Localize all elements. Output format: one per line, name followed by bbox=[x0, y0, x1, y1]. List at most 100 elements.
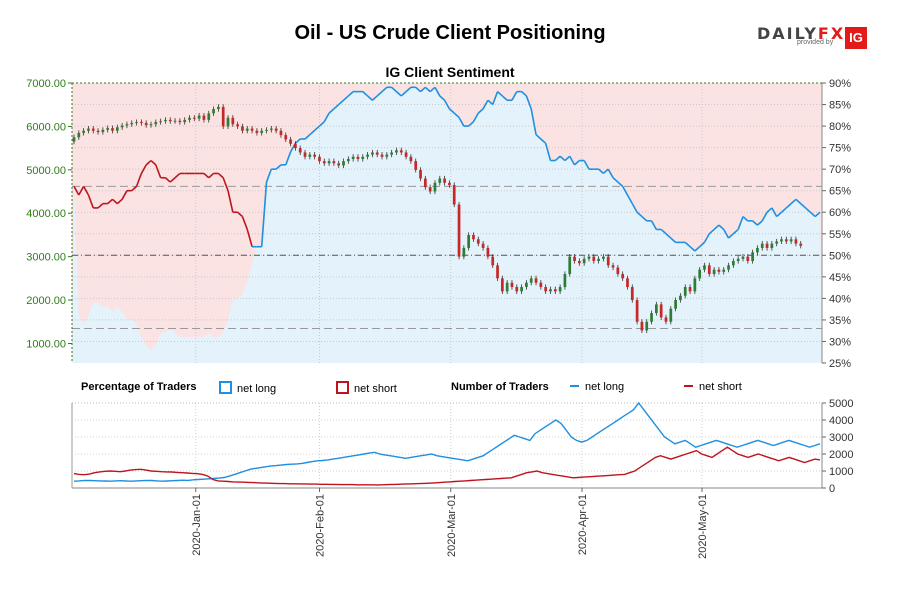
dailyfx-wordmark: DAILYFX bbox=[757, 24, 846, 43]
net-long-pct-segment bbox=[419, 86, 426, 93]
price-candle bbox=[313, 154, 317, 157]
price-candle bbox=[385, 154, 389, 157]
pct-tick-label: 30% bbox=[829, 336, 851, 348]
net-long-pct-segment bbox=[641, 215, 648, 222]
net-long-pct-segment bbox=[530, 108, 537, 135]
net-long-pct-segment bbox=[665, 233, 672, 239]
net-long-pct-segment bbox=[468, 121, 475, 127]
price-candle bbox=[553, 289, 557, 292]
date-tick-label: 2020-Jan-01 bbox=[191, 494, 203, 556]
price-candle bbox=[486, 247, 490, 257]
net-long-pct-segment bbox=[805, 207, 811, 213]
net-short-pct-segment bbox=[107, 198, 114, 205]
price-candle bbox=[452, 185, 456, 205]
price-candle bbox=[399, 150, 403, 153]
price-candle bbox=[419, 169, 422, 179]
price-candle bbox=[390, 152, 394, 155]
price-tick-label: 1000.00 bbox=[26, 338, 66, 350]
pct-tick-label: 55% bbox=[829, 229, 851, 241]
net-long-pct-segment bbox=[814, 211, 821, 218]
price-candle bbox=[780, 239, 783, 242]
net-short-pct-segment bbox=[237, 211, 243, 218]
price-candle bbox=[491, 256, 495, 266]
net-long-pct-segment bbox=[376, 91, 383, 97]
price-candle bbox=[322, 161, 326, 164]
price-candle bbox=[130, 122, 134, 125]
price-candle bbox=[404, 152, 408, 157]
net-long-pct-segment bbox=[265, 168, 273, 183]
net-short-pct-segment bbox=[222, 177, 229, 191]
net-short-count-line bbox=[73, 446, 821, 486]
price-candle bbox=[669, 308, 673, 322]
price-candle bbox=[640, 321, 644, 331]
net-long-pct-segment bbox=[367, 95, 373, 101]
price-candle bbox=[101, 129, 105, 133]
price-candle bbox=[621, 274, 625, 279]
count-tick-label: 5000 bbox=[829, 398, 853, 410]
net-long-pct-segment bbox=[362, 91, 369, 97]
net-short-pct-segment bbox=[121, 190, 128, 200]
net-long-pct-segment bbox=[761, 211, 768, 222]
price-candle bbox=[106, 128, 110, 130]
legend-pct-label: Percentage of Traders bbox=[81, 381, 197, 393]
net-long-pct-segment bbox=[338, 99, 345, 106]
net-short-pct-segment bbox=[164, 177, 171, 183]
net-short-pct-segment bbox=[150, 159, 157, 166]
count-tick-label: 4000 bbox=[829, 415, 853, 427]
net-long-pct-segment bbox=[602, 168, 609, 175]
legend-pct-net-long: net long bbox=[219, 381, 276, 395]
net-long-pct-segment bbox=[318, 121, 325, 127]
price-candle bbox=[188, 117, 191, 120]
net-long-pct-segment bbox=[780, 207, 787, 213]
net-long-count-line bbox=[73, 401, 821, 482]
count-tick-label: 1000 bbox=[829, 466, 853, 478]
price-candle bbox=[149, 124, 153, 126]
net-short-pct-segment bbox=[111, 198, 118, 205]
net-long-pct-segment bbox=[275, 164, 282, 170]
net-long-pct-segment bbox=[314, 125, 320, 131]
price-candle bbox=[549, 289, 552, 292]
price-candle bbox=[423, 178, 427, 188]
net-long-pct-segment bbox=[800, 203, 807, 209]
price-candle bbox=[241, 126, 244, 131]
net-long-pct-segment bbox=[689, 246, 696, 252]
price-candle bbox=[650, 313, 653, 322]
price-candle bbox=[736, 258, 740, 261]
price-candle bbox=[82, 130, 85, 133]
price-candle bbox=[534, 278, 538, 283]
price-candle bbox=[756, 247, 759, 253]
net-long-pct-segment bbox=[443, 99, 451, 110]
price-candle bbox=[746, 256, 750, 261]
price-candle bbox=[269, 128, 273, 130]
net-long-pct-segment bbox=[472, 112, 479, 123]
net-long-pct-segment bbox=[723, 229, 730, 239]
net-long-pct-segment bbox=[607, 168, 614, 179]
net-short-pct-segment bbox=[208, 172, 215, 179]
price-candle bbox=[351, 156, 355, 159]
price-candle bbox=[630, 287, 634, 301]
net-long-pct-segment bbox=[424, 86, 431, 93]
dailyfx-logo: DAILYFX provided by IG bbox=[757, 24, 867, 49]
net-long-pct-segment bbox=[260, 182, 268, 247]
net-short-pct-segment bbox=[203, 172, 210, 179]
price-candle bbox=[760, 243, 764, 248]
price-candle bbox=[794, 239, 798, 244]
date-tick-label: 2020-May-01 bbox=[697, 494, 709, 559]
price-candle bbox=[626, 278, 629, 288]
net-short-pct-segment bbox=[78, 185, 85, 196]
price-candle bbox=[192, 117, 196, 119]
price-candle bbox=[577, 260, 581, 264]
net-long-pct-segment bbox=[328, 108, 335, 114]
net-long-pct-segment bbox=[728, 233, 734, 239]
net-long-pct-segment bbox=[756, 220, 763, 226]
price-candle bbox=[751, 252, 754, 261]
net-long-pct-segment bbox=[309, 129, 316, 136]
price-candle bbox=[587, 256, 591, 259]
net-short-pct-segment bbox=[145, 159, 152, 166]
price-candle bbox=[520, 287, 523, 292]
pct-tick-label: 85% bbox=[829, 100, 851, 112]
date-tick-label: 2020-Apr-01 bbox=[577, 494, 589, 555]
pct-tick-label: 45% bbox=[829, 272, 851, 284]
legend-num-net-long: net long bbox=[570, 381, 624, 393]
